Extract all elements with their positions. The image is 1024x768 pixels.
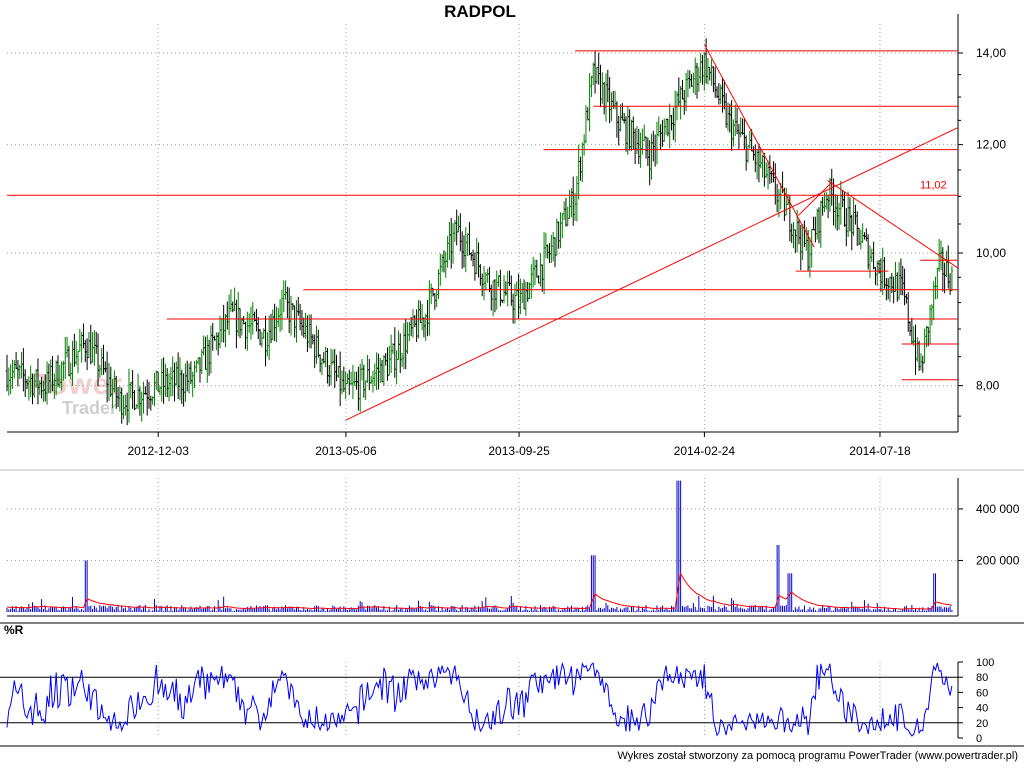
trend-segment [797, 182, 832, 216]
wpr-tick-label: 80 [976, 672, 988, 684]
wpr-tick-label: 60 [976, 687, 988, 699]
y-tick-label: 12,00 [976, 138, 1006, 152]
williams-r-label: %R [4, 623, 24, 637]
uptrend-line [345, 127, 959, 421]
volume-bars-group [6, 480, 953, 612]
volume-tick-label: 400 000 [976, 502, 1020, 516]
x-tick-label: 2012-12-03 [127, 444, 189, 458]
wpr-tick-label: 40 [976, 703, 988, 715]
y-tick-label: 10,00 [976, 246, 1006, 260]
y-tick-label: 14,00 [976, 46, 1006, 60]
volume-average-line [6, 572, 953, 610]
wpr-line [6, 661, 953, 737]
downtrend-line [827, 179, 959, 269]
watermark-trader: Trader [62, 398, 118, 418]
wpr-tick-label: 100 [976, 657, 994, 669]
candles-group [5, 38, 954, 426]
y-tick-label: 8,00 [976, 379, 1000, 393]
x-tick-label: 2014-07-18 [849, 444, 911, 458]
annotation-label: 11,02 [920, 179, 947, 191]
wpr-tick-label: 20 [976, 718, 988, 730]
footer-credit: Wykres został stworzony za pomocą progra… [617, 750, 1018, 762]
wpr-tick-label: 0 [976, 733, 982, 745]
chart-title: RADPOL [444, 2, 516, 21]
volume-tick-label: 200 000 [976, 553, 1020, 567]
downtrend-line [703, 44, 815, 248]
x-tick-label: 2013-09-25 [488, 444, 550, 458]
x-tick-label: 2014-02-24 [674, 444, 736, 458]
x-tick-label: 2013-05-06 [315, 444, 377, 458]
